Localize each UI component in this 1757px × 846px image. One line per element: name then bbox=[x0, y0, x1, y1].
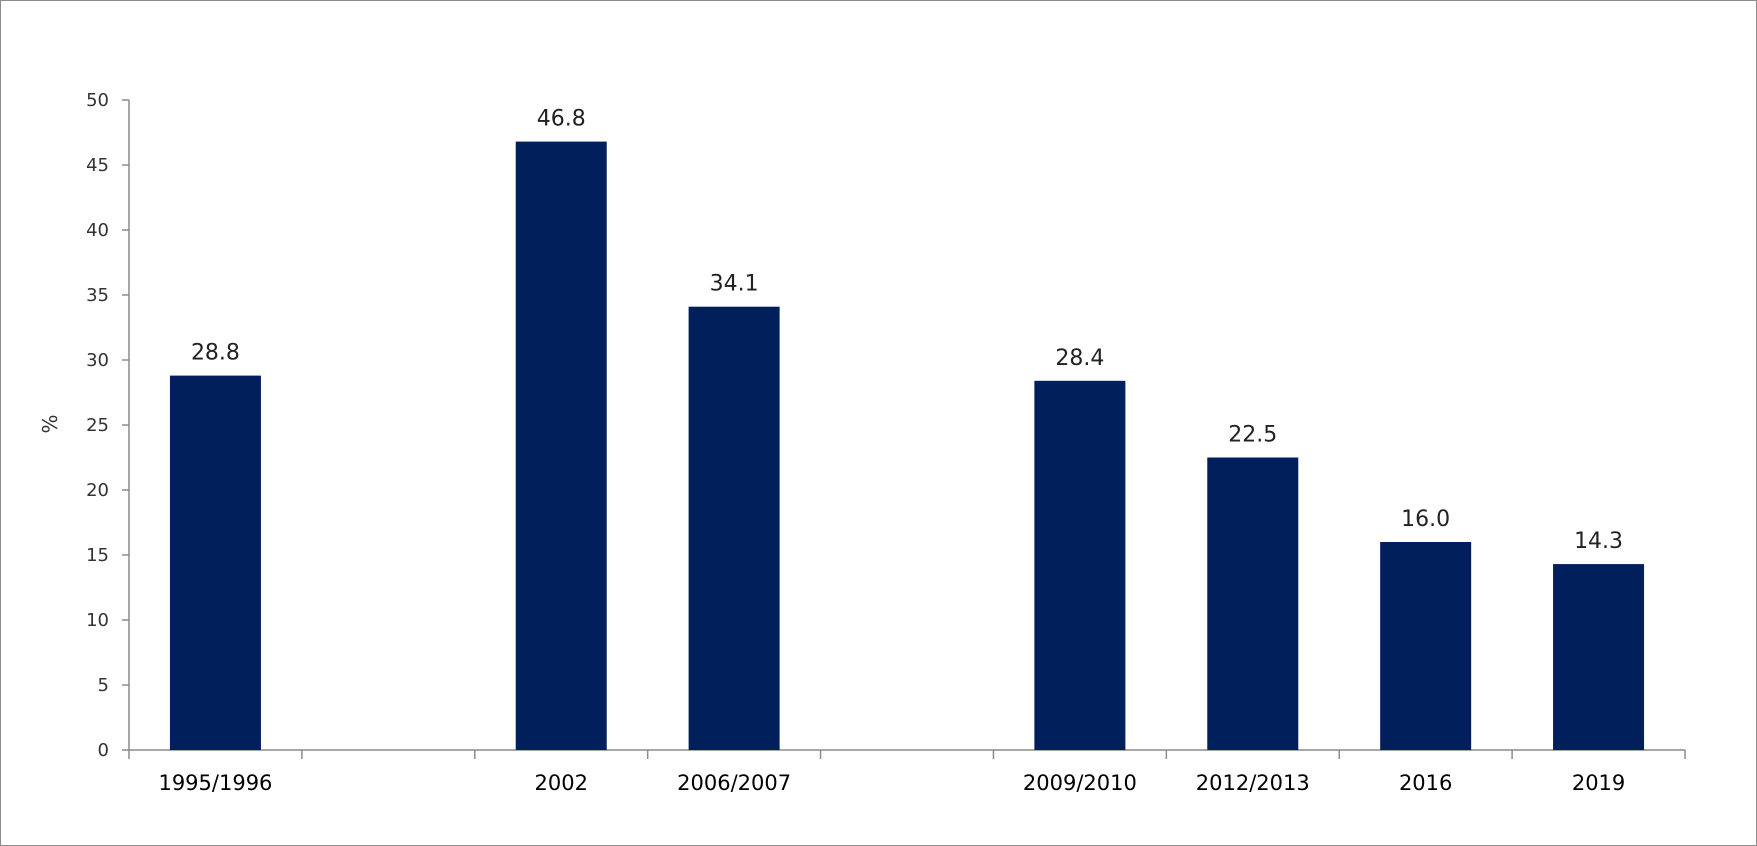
x-category-label: 2009/2010 bbox=[1023, 771, 1137, 795]
bars bbox=[169, 141, 1645, 751]
bar bbox=[1553, 564, 1645, 750]
bar-value-label: 28.8 bbox=[191, 341, 240, 366]
y-tick-label: 50 bbox=[86, 90, 109, 111]
bar-value-label: 34.1 bbox=[710, 272, 759, 297]
bar-value-label: 14.3 bbox=[1574, 529, 1623, 554]
y-tick-label: 0 bbox=[98, 740, 109, 761]
x-axis: 1995/1996 2002 2006/2007 2009/2010 2012/2013… bbox=[128, 749, 1686, 795]
bar bbox=[1207, 457, 1299, 750]
y-tick-label: 45 bbox=[86, 155, 109, 176]
x-category-label: 2006/2007 bbox=[677, 771, 791, 795]
x-category-label: 1995/1996 bbox=[158, 771, 272, 795]
x-category-label: 2019 bbox=[1572, 771, 1625, 795]
y-tick-label: 30 bbox=[86, 350, 109, 371]
bar-value-label: 16.0 bbox=[1401, 507, 1450, 532]
x-category-label: 2002 bbox=[534, 771, 587, 795]
bar bbox=[1034, 380, 1126, 750]
y-tick-label: 10 bbox=[86, 610, 109, 631]
bar-value-label: 46.8 bbox=[537, 107, 586, 132]
bar bbox=[515, 141, 607, 751]
x-category-label: 2016 bbox=[1399, 771, 1452, 795]
bar-value-label: 28.4 bbox=[1055, 346, 1104, 371]
y-tick-label: 40 bbox=[86, 220, 109, 241]
y-tick-label: 25 bbox=[86, 415, 109, 436]
bar-value-label: 22.5 bbox=[1228, 423, 1277, 448]
y-tick-label: 35 bbox=[86, 285, 109, 306]
bar bbox=[169, 375, 261, 750]
bar bbox=[1380, 542, 1472, 750]
y-tick-label: 5 bbox=[98, 675, 109, 696]
y-axis: 0 5 10 15 20 25 30 35 40 45 50 bbox=[86, 90, 130, 761]
x-category-label: 2012/2013 bbox=[1196, 771, 1310, 795]
value-labels: 28.8 46.8 34.1 28.4 22.5 16.0 14.3 bbox=[191, 107, 1623, 554]
bar bbox=[688, 306, 780, 750]
y-axis-label: % bbox=[38, 414, 62, 433]
y-tick-label: 15 bbox=[86, 545, 109, 566]
y-tick-label: 20 bbox=[86, 480, 109, 501]
